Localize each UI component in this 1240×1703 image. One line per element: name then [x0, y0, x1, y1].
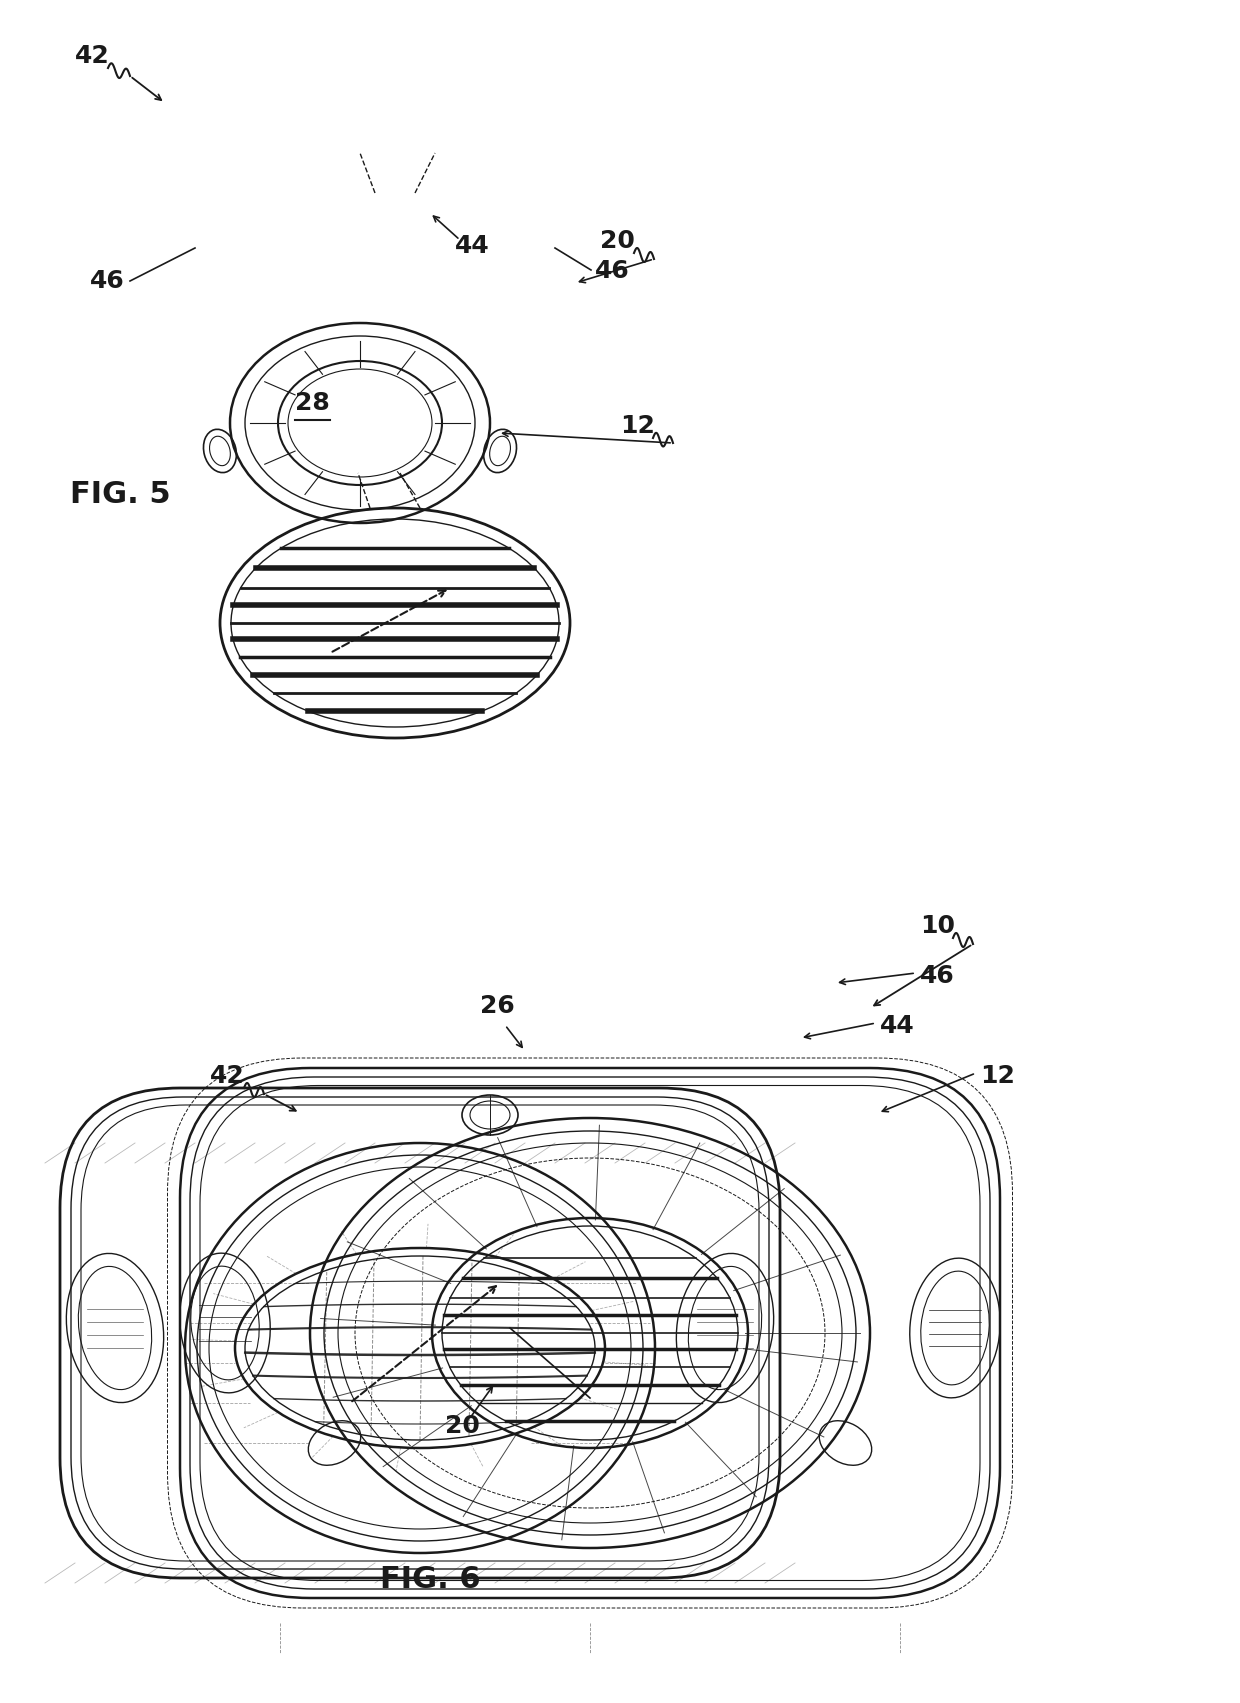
Text: FIG. 6: FIG. 6	[379, 1565, 481, 1594]
Text: 12: 12	[620, 414, 655, 438]
Text: 28: 28	[295, 392, 330, 416]
Text: 20: 20	[600, 228, 635, 254]
Text: 26: 26	[480, 995, 515, 1018]
Text: 10: 10	[920, 915, 955, 938]
Text: 44: 44	[880, 1013, 915, 1039]
Text: FIG. 5: FIG. 5	[69, 480, 171, 509]
Text: 44: 44	[455, 233, 490, 257]
Text: 12: 12	[980, 1064, 1014, 1088]
Text: 20: 20	[445, 1413, 480, 1437]
Text: 42: 42	[210, 1064, 244, 1088]
Text: 46: 46	[595, 259, 630, 283]
Text: 42: 42	[74, 44, 110, 68]
Text: 46: 46	[91, 269, 125, 293]
Text: 46: 46	[920, 964, 955, 988]
